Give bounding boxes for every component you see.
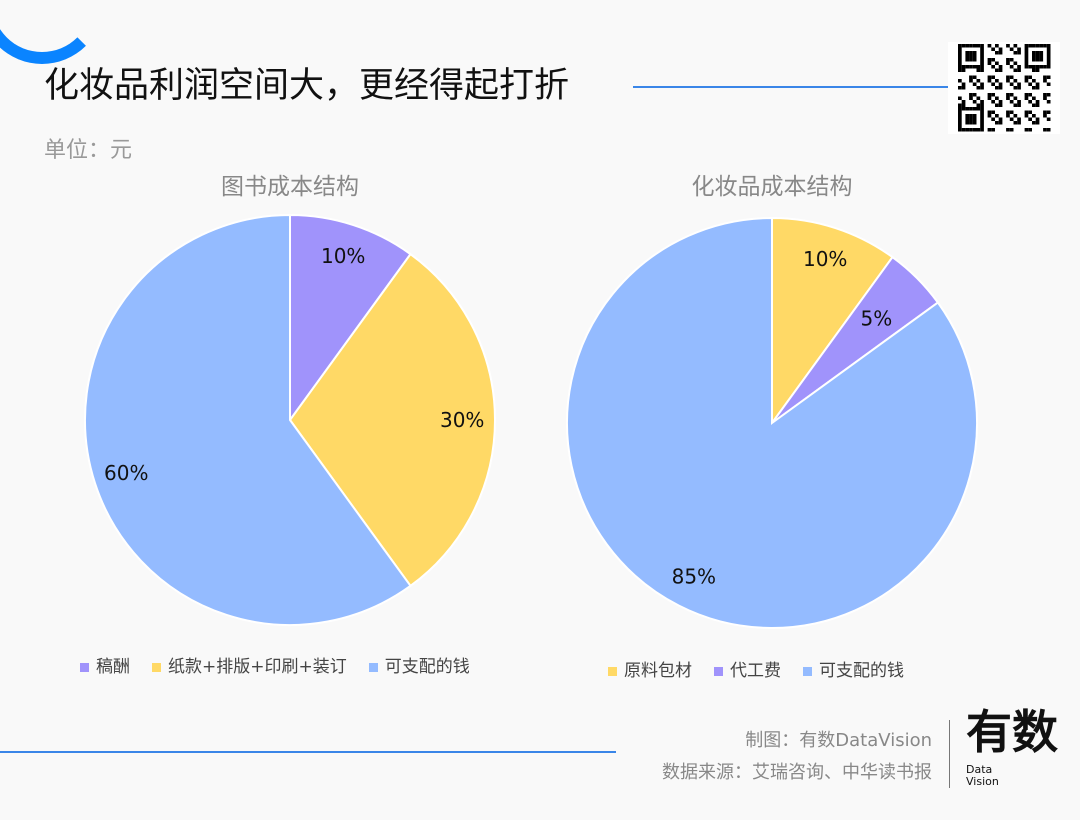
title-divider	[633, 86, 948, 88]
pie-slice	[289, 213, 412, 424]
pie-slice	[288, 252, 496, 588]
unit-label: 单位：元	[44, 138, 133, 163]
legend-item: 稿酬	[80, 656, 130, 678]
legend-swatch	[608, 666, 617, 676]
data-label: 5%	[861, 307, 893, 331]
brand-logo: 有数	[966, 705, 1058, 759]
chart-title-cosmetics: 化妆品成本结构	[691, 174, 853, 200]
legend-swatch	[80, 662, 89, 672]
footer-separator	[949, 720, 950, 788]
legend-cosmetics: 原料包材 代工费 可支配的钱	[608, 660, 904, 682]
legend-label: 纸款+排版+印刷+装订	[168, 657, 347, 677]
legend-item: 代工费	[714, 660, 781, 682]
data-label: 10%	[321, 244, 365, 268]
legend-item: 纸款+排版+印刷+装订	[152, 656, 347, 678]
legend-label: 可支配的钱	[384, 657, 470, 677]
pie-slice	[566, 216, 978, 629]
legend-label: 稿酬	[96, 657, 130, 677]
logo-sub-line: Vision	[966, 775, 999, 788]
pie-slice	[771, 216, 894, 427]
legend-label: 代工费	[730, 661, 781, 681]
legend-swatch	[714, 666, 723, 676]
pie-slice	[84, 213, 412, 626]
legend-swatch	[803, 666, 812, 676]
data-label: 60%	[104, 461, 148, 485]
legend-item: 可支配的钱	[803, 660, 904, 682]
chart-title-books: 图书成本结构	[221, 174, 359, 200]
data-label: 85%	[672, 564, 716, 588]
legend-label: 原料包材	[624, 661, 692, 681]
legend-item: 可支配的钱	[368, 656, 470, 678]
source-text: 数据来源：艾瑞咨询、中华读书报	[662, 762, 932, 783]
data-label: 30%	[440, 408, 484, 432]
logo-sub-line: Data	[966, 763, 993, 776]
brand-logo-sub: Data Vision	[966, 764, 999, 788]
legend-swatch	[152, 662, 161, 672]
page-title: 化妆品利润空间大，更经得起打折	[44, 66, 570, 106]
data-label: 10%	[803, 247, 847, 271]
legend-label: 可支配的钱	[819, 661, 904, 681]
qr-code	[948, 42, 1060, 134]
legend-books: 稿酬 纸款+排版+印刷+装订 可支配的钱	[80, 656, 470, 678]
legend-item: 原料包材	[608, 660, 692, 682]
credit-text: 制图：有数DataVision	[745, 730, 932, 751]
legend-swatch	[368, 662, 378, 672]
footer-divider	[0, 751, 616, 753]
